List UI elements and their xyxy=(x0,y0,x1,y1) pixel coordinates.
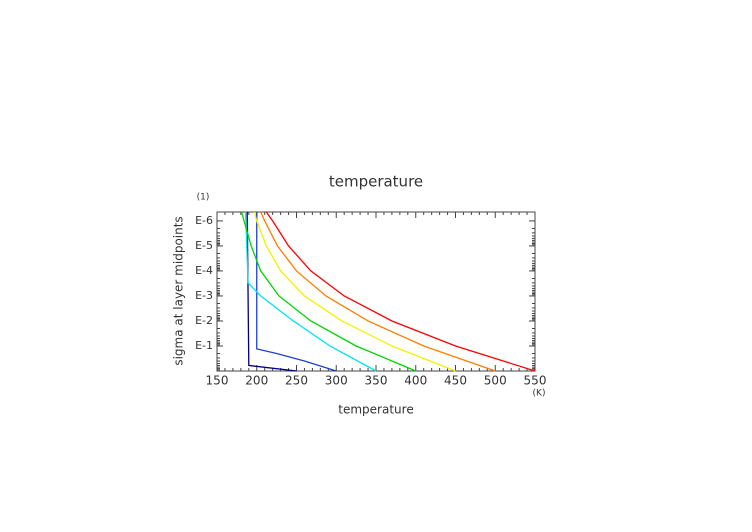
x-axis-label: temperature xyxy=(338,403,413,417)
temperature-profile xyxy=(241,211,417,372)
x-tick-label: 350 xyxy=(365,374,388,388)
y-tick-label: E-2 xyxy=(195,314,213,327)
x-tick-label: 550 xyxy=(524,374,547,388)
y-axis-label: sigma at layer midpoints xyxy=(172,216,186,365)
chart-title: temperature xyxy=(329,173,423,191)
x-tick-label: 300 xyxy=(325,374,348,388)
x-unit: (K) xyxy=(533,389,546,399)
x-tick-label: 450 xyxy=(444,374,467,388)
x-tick-label: 400 xyxy=(404,374,427,388)
x-tick-label: 200 xyxy=(245,374,268,388)
temperature-profile xyxy=(256,212,337,372)
x-tick-label: 250 xyxy=(285,374,308,388)
plot-frame xyxy=(216,211,536,372)
temperature-profile xyxy=(265,211,536,372)
temperature-profile xyxy=(260,211,496,372)
x-tick-label: 500 xyxy=(484,374,507,388)
y-tick-label: E-6 xyxy=(195,214,213,227)
temperature-profile xyxy=(253,211,456,372)
y-tick-label: E-1 xyxy=(195,339,213,352)
y-tick-label: E-5 xyxy=(195,239,213,252)
temperature-profile xyxy=(244,211,377,372)
y-tick-label: E-3 xyxy=(195,289,213,302)
y-unit: (1) xyxy=(197,193,210,203)
y-tick-label: E-4 xyxy=(195,264,213,277)
x-tick-label: 150 xyxy=(206,374,229,388)
